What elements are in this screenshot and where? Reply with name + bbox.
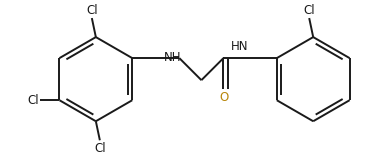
Text: NH: NH xyxy=(164,51,182,64)
Text: Cl: Cl xyxy=(303,4,315,17)
Text: Cl: Cl xyxy=(94,142,106,154)
Text: HN: HN xyxy=(230,40,248,53)
Text: O: O xyxy=(219,91,228,104)
Text: Cl: Cl xyxy=(28,94,39,107)
Text: Cl: Cl xyxy=(86,4,98,17)
